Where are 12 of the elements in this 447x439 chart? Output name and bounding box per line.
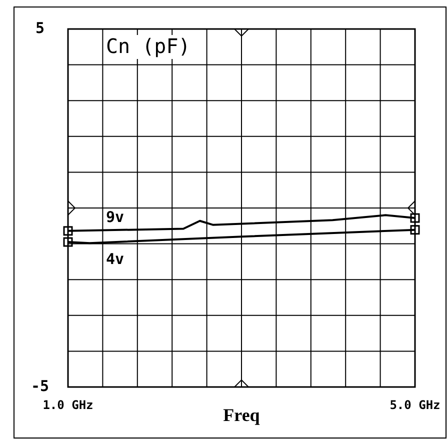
x-axis-title: Freq [223, 405, 260, 425]
x-tick-label: 1.0 GHz [42, 398, 94, 412]
y-tick-label: -5 [30, 377, 50, 396]
x-tick-label: 5.0 GHz [390, 398, 440, 412]
legend-label: 9v [106, 208, 124, 226]
point [410, 213, 420, 223]
chart-title: Cn (pF) [106, 34, 190, 58]
point [63, 226, 73, 236]
y-tick-label: 5 [35, 19, 45, 38]
point [410, 225, 420, 235]
series-label: 4v [106, 250, 124, 268]
point [63, 237, 73, 247]
